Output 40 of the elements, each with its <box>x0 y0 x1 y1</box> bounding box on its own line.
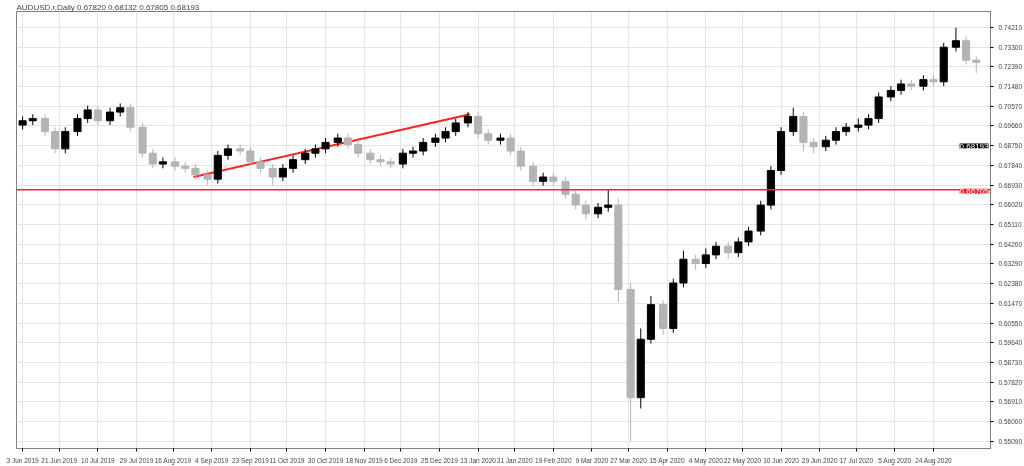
candlestick <box>951 27 960 53</box>
candlestick <box>842 122 851 137</box>
candlestick <box>343 133 352 150</box>
candlestick <box>354 139 363 159</box>
candlestick <box>93 105 102 126</box>
candlestick <box>734 237 743 258</box>
candlestick <box>528 161 538 187</box>
candlestick <box>408 146 418 159</box>
candlestick <box>246 146 255 167</box>
candlestick <box>40 113 50 137</box>
chart-title: AUDUSD.r,Daily 0.67820 0.68132 0.67805 0.68193 <box>16 2 200 12</box>
candlestick <box>962 35 971 65</box>
candlestick <box>679 250 688 288</box>
candlestick <box>896 79 906 96</box>
ref-line-label: 0.66705 <box>959 186 990 196</box>
candlestick <box>268 163 277 187</box>
candlestick <box>398 148 407 169</box>
candlestick <box>506 133 515 156</box>
candlestick <box>744 226 753 247</box>
candlestick <box>886 85 895 102</box>
candlestick <box>516 146 525 172</box>
candlestick <box>701 247 710 269</box>
candlestick <box>288 154 298 174</box>
candlestick <box>604 189 613 213</box>
candlestick <box>474 111 483 139</box>
candlestick <box>148 148 157 169</box>
candlestick <box>126 102 135 133</box>
candlestick <box>789 107 798 137</box>
candlestick <box>158 157 167 169</box>
candlestick <box>581 200 590 221</box>
annotation: 0.68193 <box>959 141 990 151</box>
candlestick <box>61 126 70 154</box>
candlestick <box>51 126 60 154</box>
candlestick <box>223 144 233 161</box>
candlestick <box>463 111 472 128</box>
candlestick <box>213 150 222 184</box>
candlestick <box>831 126 841 146</box>
candlestick <box>593 202 603 219</box>
candlestick <box>171 157 180 172</box>
candlestick <box>659 299 668 336</box>
